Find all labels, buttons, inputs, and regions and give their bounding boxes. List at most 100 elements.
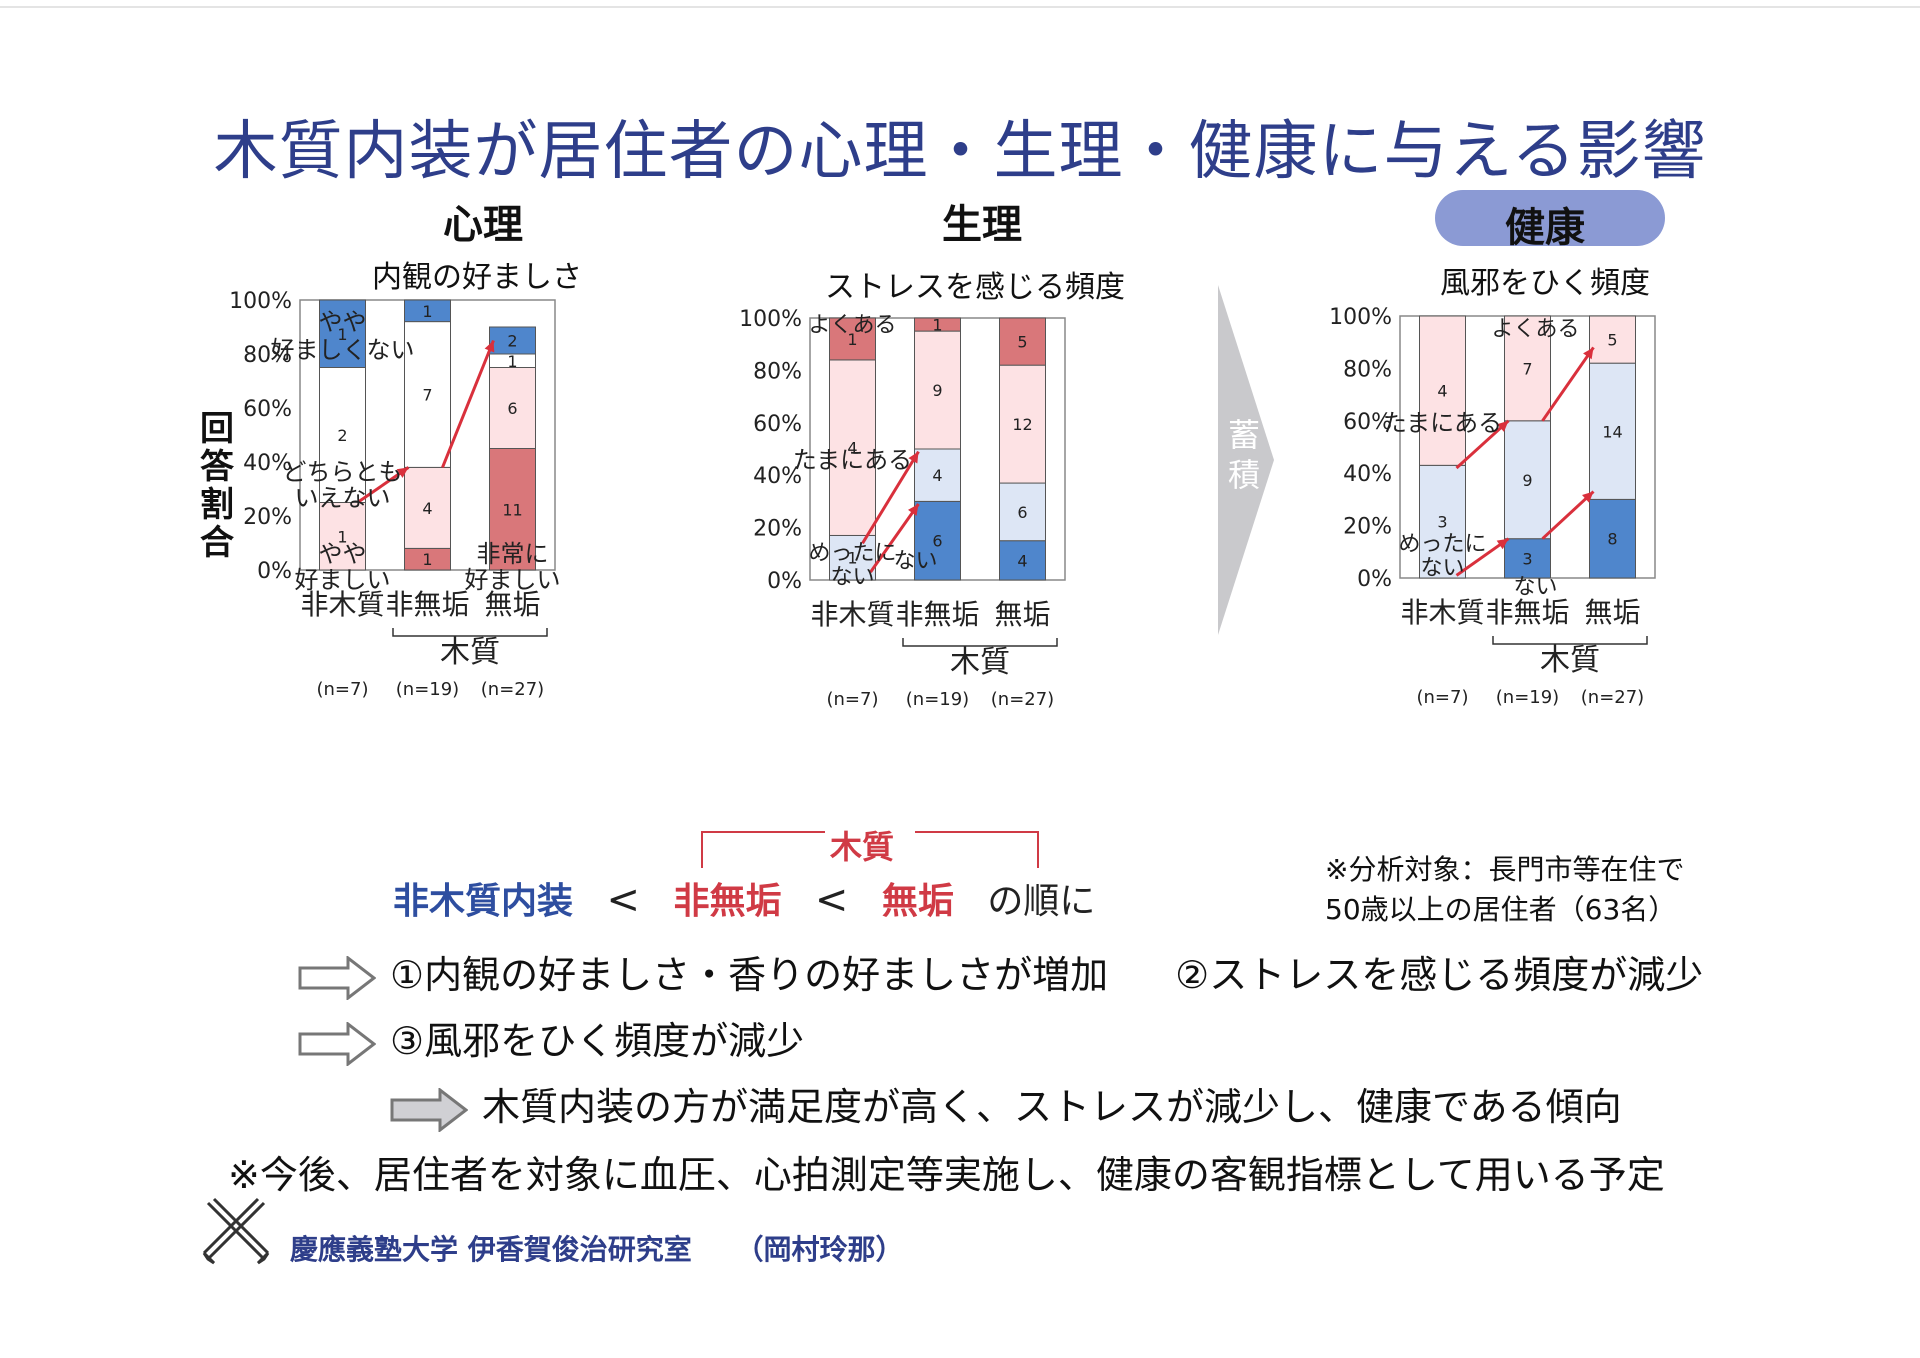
wood-bracket-label: 木質 bbox=[1540, 643, 1600, 678]
x-tick-label: 非無垢 bbox=[1485, 596, 1569, 629]
bar-segment bbox=[1419, 464, 1466, 579]
trend-arrow bbox=[869, 503, 920, 574]
n-label: (n=7) bbox=[317, 679, 369, 700]
annotation-label: たまにある bbox=[1383, 409, 1502, 437]
annotation-label: やや bbox=[319, 308, 367, 336]
plot-area: 0% 20% 40% 60% 80% 100% 1 4 1 非木質 (n=7) 6 4 9 1 非無垢 (n=1… bbox=[739, 307, 1066, 710]
bar-segment bbox=[489, 326, 536, 355]
trend-arrow bbox=[1455, 419, 1510, 470]
x-tick-label: 無垢 bbox=[484, 588, 540, 621]
trend-arrow-line bbox=[1541, 346, 1595, 422]
y-tick-label: 60% bbox=[1343, 410, 1392, 435]
comp-solid: 無垢 bbox=[881, 881, 954, 922]
bar-segment bbox=[404, 321, 451, 468]
bar-segment bbox=[1419, 315, 1466, 466]
y-tick-label: 100% bbox=[229, 289, 292, 314]
n-label: (n=19) bbox=[396, 679, 459, 700]
bar-segment bbox=[914, 500, 961, 581]
bar-segment bbox=[319, 299, 366, 368]
data-label: 2 bbox=[507, 332, 517, 351]
bar-segment bbox=[914, 448, 961, 502]
data-label: 11 bbox=[502, 500, 522, 519]
y-tick-label: 60% bbox=[243, 397, 292, 422]
bar-segment bbox=[1589, 315, 1636, 364]
data-label: 1 bbox=[932, 316, 942, 335]
data-label: 5 bbox=[1607, 331, 1617, 350]
bar-segment bbox=[1589, 498, 1636, 579]
data-label: 2 bbox=[337, 426, 347, 445]
hollow-arrow-icon bbox=[298, 955, 376, 1000]
wood-bracket bbox=[1492, 636, 1648, 645]
footer: 慶應義塾大学 伊香賀俊治研究室 （岡村玲那） bbox=[290, 1228, 904, 1268]
x-tick-label: 非木質 bbox=[1400, 596, 1484, 629]
y-tick-label: 0% bbox=[257, 559, 292, 584]
y-tick-label: 80% bbox=[1343, 357, 1392, 382]
data-label: 8 bbox=[1607, 530, 1617, 549]
note-line-2: 50歳以上の居住者（63名） bbox=[1325, 893, 1677, 926]
result-line-1: ①内観の好ましさ・香りの好ましさが増加 ②ストレスを感じる頻度が減少 bbox=[298, 944, 1703, 1000]
bar-segment bbox=[489, 448, 536, 571]
y-tick-label: 80% bbox=[753, 359, 802, 384]
conclusion-line: 木質内装の方が満足度が高く、ストレスが減少し、健康である傾向 bbox=[390, 1076, 1622, 1132]
data-label: 5 bbox=[1017, 333, 1027, 352]
section-health: 健康 bbox=[1505, 205, 1585, 251]
y-axis-label: 回答割合 bbox=[200, 409, 234, 563]
x-tick-label: 無垢 bbox=[1584, 596, 1640, 629]
bar-segment bbox=[829, 359, 876, 536]
accumulate-label: 蓄積 bbox=[1227, 416, 1260, 494]
trend-arrowhead bbox=[1582, 491, 1594, 503]
bar-segment bbox=[914, 330, 961, 450]
bar-segment bbox=[1504, 538, 1551, 579]
data-label: 6 bbox=[507, 399, 517, 418]
bar-segment bbox=[999, 317, 1046, 366]
hollow-arrow-icon bbox=[298, 1021, 376, 1066]
result-line-2: ③風邪をひく頻度が減少 bbox=[298, 1010, 804, 1066]
wood-bracket-label: 木質 bbox=[440, 635, 500, 670]
chart3-title: 風邪をひく頻度 bbox=[1440, 266, 1650, 301]
data-label: 7 bbox=[422, 386, 432, 405]
data-label: 1 bbox=[337, 325, 347, 344]
trend-arrowhead bbox=[1583, 347, 1594, 360]
trend-arrowhead bbox=[1496, 538, 1509, 550]
annotation-label: いえない bbox=[295, 484, 391, 512]
trend-arrow-line bbox=[441, 339, 495, 468]
y-tick-label: 40% bbox=[243, 451, 292, 476]
y-tick-label: 20% bbox=[243, 505, 292, 530]
trend-arrow bbox=[1541, 490, 1595, 540]
trend-arrow-line bbox=[861, 450, 920, 545]
data-label: 4 bbox=[422, 499, 432, 518]
trend-arrow bbox=[1541, 346, 1595, 422]
chart-physio: 0% 20% 40% 60% 80% 100% 1 4 1 非木質 (n=7) 6 4 9 1 非無垢 (n=1… bbox=[739, 307, 1066, 710]
annotation-label: やや bbox=[319, 540, 367, 568]
bar-segment bbox=[489, 367, 536, 449]
n-label: (n=27) bbox=[481, 679, 544, 700]
chart2-title: ストレスを感じる頻度 bbox=[825, 270, 1125, 305]
annotation-label: 好ましくない bbox=[271, 336, 415, 364]
annotation-label: めったに bbox=[808, 541, 896, 566]
data-label: 3 bbox=[1522, 549, 1532, 568]
annotation-label: どちらとも bbox=[283, 458, 403, 486]
filled-arrow-icon bbox=[390, 1087, 468, 1132]
bar-segment bbox=[319, 367, 366, 503]
trend-arrow-line bbox=[869, 503, 920, 574]
data-label: 4 bbox=[1017, 551, 1027, 570]
y-tick-label: 40% bbox=[1343, 462, 1392, 487]
annotation-label: よくある bbox=[808, 313, 896, 338]
bar-segment bbox=[914, 317, 961, 332]
result-3-text: ③風邪をひく頻度が減少 bbox=[390, 1019, 805, 1063]
annotation-label: ない bbox=[893, 549, 937, 574]
bar-segment bbox=[1589, 362, 1636, 500]
data-label: 7 bbox=[1522, 359, 1532, 378]
x-tick-label: 非無垢 bbox=[385, 588, 469, 621]
wood-bracket-label: 木質 bbox=[950, 645, 1010, 680]
bar-segment bbox=[404, 466, 451, 549]
plot-area: 0% 20% 40% 60% 80% 100% 3 4 非木質 (n=7) 3 9 7 非無垢 (n=19)… bbox=[1329, 305, 1656, 708]
data-label: 4 bbox=[847, 439, 857, 458]
annotation-label: ない bbox=[1513, 575, 1557, 600]
top-rule bbox=[0, 6, 1920, 8]
bar-segment bbox=[1504, 315, 1551, 422]
data-label: 14 bbox=[1602, 422, 1622, 441]
conclusion-text: 木質内装の方が満足度が高く、ストレスが減少し、健康である傾向 bbox=[482, 1085, 1622, 1129]
data-label: 1 bbox=[337, 527, 347, 546]
bar-segment bbox=[829, 317, 876, 361]
